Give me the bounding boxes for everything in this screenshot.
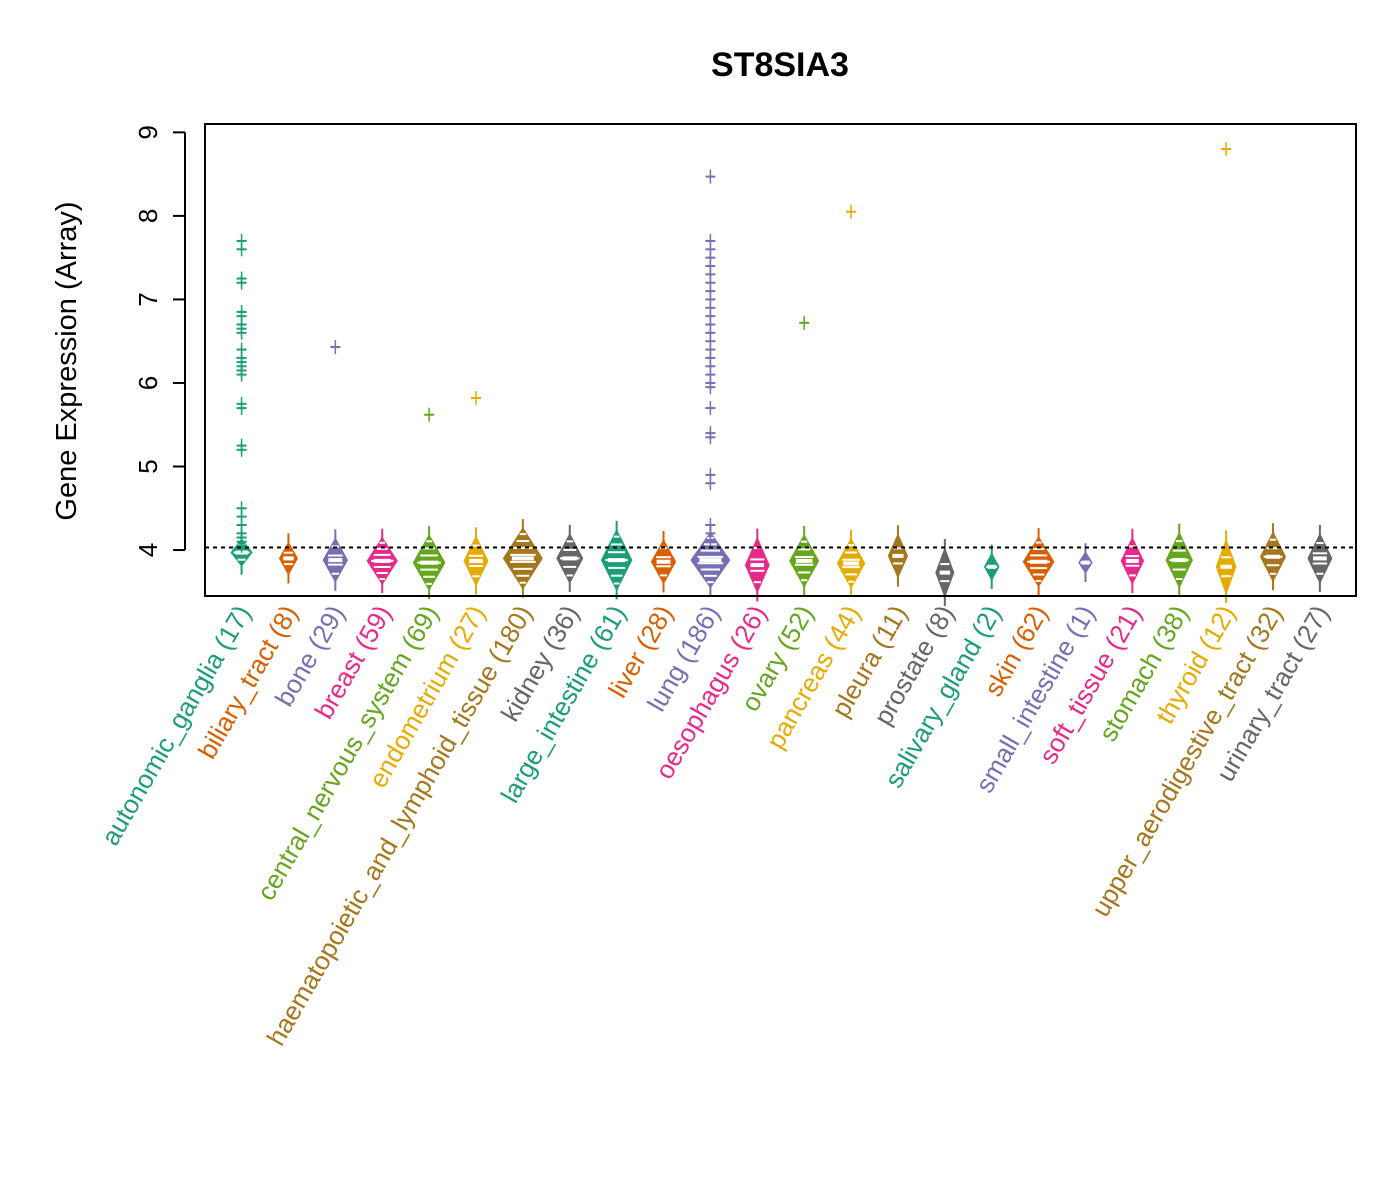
y-tick-label: 6 xyxy=(133,376,163,390)
y-axis: 4 5 6 7 8 9 xyxy=(133,125,186,557)
violin-prostate xyxy=(935,539,955,607)
violin-ovary xyxy=(789,315,820,596)
violin-small_intestine xyxy=(1078,543,1093,582)
violin-bone xyxy=(322,340,349,591)
y-tick-label: 8 xyxy=(133,209,163,223)
violin-group xyxy=(230,142,1333,607)
violin-pleura xyxy=(887,525,909,587)
violin-oesophagus xyxy=(744,528,770,602)
x-axis-labels: autonomic_ganglia (17)biliary_tract (8)b… xyxy=(95,600,1335,1051)
violin-liver xyxy=(650,531,677,593)
violin-soft_tissue xyxy=(1120,528,1145,594)
violin-urinary_tract xyxy=(1307,524,1333,592)
chart-title: ST8SIA3 xyxy=(711,46,849,84)
y-tick-label: 9 xyxy=(133,125,163,139)
violin-large_intestine xyxy=(600,520,633,600)
violin-central_nervous_system xyxy=(412,407,446,599)
violin-lung xyxy=(690,169,731,597)
y-tick-label: 4 xyxy=(133,543,163,557)
violin-stomach xyxy=(1165,523,1193,597)
violin-haematopoietic_and_lymphoid_tissue xyxy=(502,519,543,598)
violin-biliary_tract xyxy=(278,533,298,584)
y-axis-label: Gene Expression (Array) xyxy=(51,201,83,520)
plot-frame xyxy=(204,123,1357,597)
violin-skin xyxy=(1022,528,1055,596)
violin-kidney xyxy=(556,524,584,592)
violin-salivary_gland xyxy=(983,544,1000,589)
violin-upper_aerodigestive_tract xyxy=(1259,523,1287,591)
violin-pancreas xyxy=(836,204,866,597)
y-tick-label: 7 xyxy=(133,292,163,306)
violin-breast xyxy=(366,528,398,594)
violin-autonomic_ganglia xyxy=(230,233,253,575)
violin-endometrium xyxy=(463,391,489,595)
y-tick-label: 5 xyxy=(133,459,163,473)
violin-thyroid xyxy=(1215,142,1237,604)
